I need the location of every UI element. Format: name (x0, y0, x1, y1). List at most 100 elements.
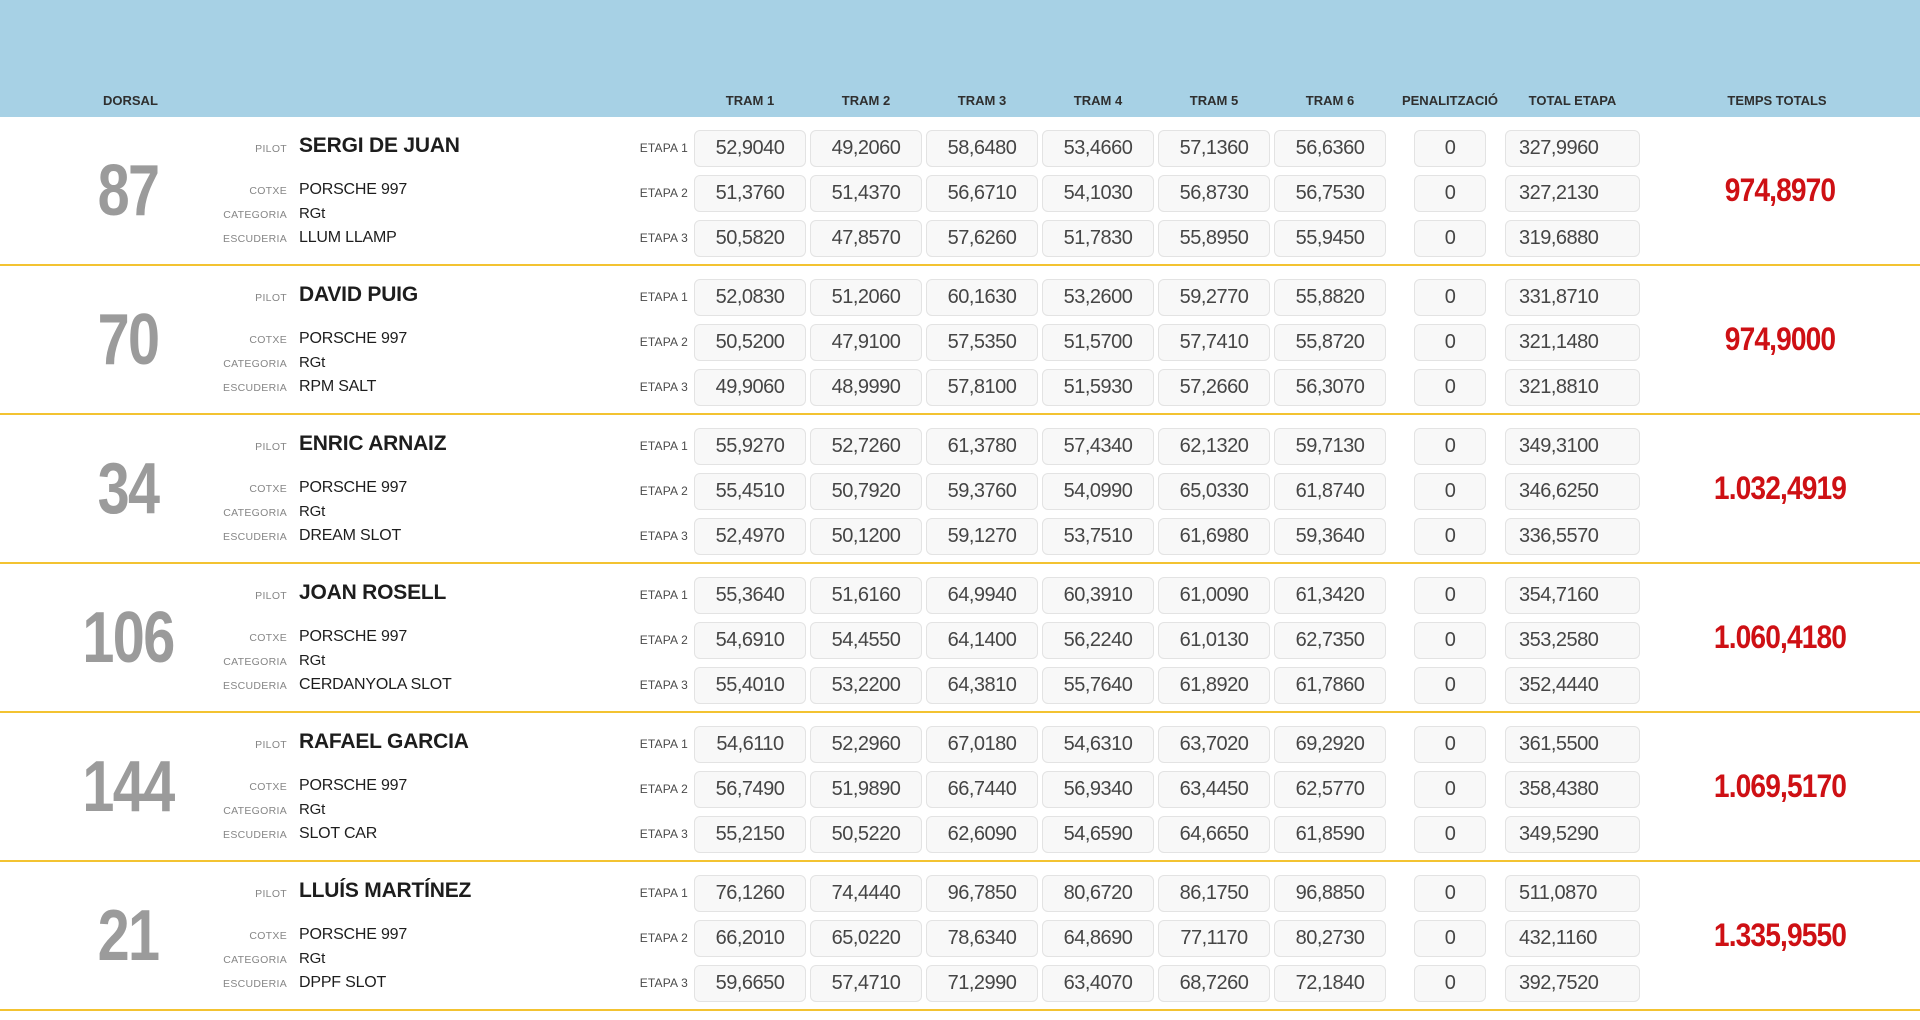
tram-6-time: 61,8590 (1274, 816, 1386, 853)
tram-4-time: 54,6590 (1042, 816, 1154, 853)
total-etapa-value: 361,5500 (1505, 726, 1640, 763)
penalty-value: 0 (1414, 130, 1486, 167)
etapa-1-row: ETAPA 1 55,9270 52,7260 61,3780 57,4340 … (0, 428, 1920, 465)
temps-totals-value: 974,8970 (1724, 172, 1836, 208)
competitor-row: 70 PILOT DAVID PUIG COTXE PORSCHE 997 CA… (0, 266, 1920, 415)
pilot-label: PILOT (255, 739, 287, 751)
cotxe-label: COTXE (249, 632, 287, 644)
escuderia-line: ESCUDERIA SLOT CAR (0, 825, 690, 843)
escuderia-value: LLUM LLAMP (299, 229, 397, 246)
total-etapa-value: 331,8710 (1505, 279, 1640, 316)
tram-2-time: 57,4710 (810, 965, 922, 1002)
escuderia-line: ESCUDERIA DREAM SLOT (0, 527, 690, 545)
dorsal-number: 87 (97, 150, 160, 231)
etapa-1-row: ETAPA 1 55,3640 51,6160 64,9940 60,3910 … (0, 577, 1920, 614)
cotxe-label: COTXE (249, 185, 287, 197)
table-header: DORSAL TRAM 1 TRAM 2 TRAM 3 TRAM 4 TRAM … (0, 0, 1920, 117)
penalty-value: 0 (1414, 175, 1486, 212)
competitor-row: 87 PILOT SERGI DE JUAN COTXE PORSCHE 997… (0, 117, 1920, 266)
temps-totals-value: 1.060,4180 (1713, 619, 1847, 655)
tram-5-time: 77,1170 (1158, 920, 1270, 957)
total-etapa-value: 336,5570 (1505, 518, 1640, 555)
etapa-2-label: ETAPA 2 (639, 335, 688, 349)
escuderia-value: DPPF SLOT (299, 974, 387, 991)
tram-3-time: 57,6260 (926, 220, 1038, 257)
escuderia-value: DREAM SLOT (299, 527, 402, 544)
dorsal-number: 34 (97, 448, 160, 529)
etapa-2-label: ETAPA 2 (639, 484, 688, 498)
competitor-row: 34 PILOT ENRIC ARNAIZ COTXE PORSCHE 997 … (0, 415, 1920, 564)
tram-1-time: 55,3640 (694, 577, 806, 614)
escuderia-label: ESCUDERIA (223, 233, 287, 245)
pilot-line: PILOT SERGI DE JUAN (0, 134, 690, 158)
cotxe-line: COTXE PORSCHE 997 (0, 330, 690, 348)
tram-6-time: 61,8740 (1274, 473, 1386, 510)
etapa-2-label: ETAPA 2 (639, 186, 688, 200)
column-header-tram-2: TRAM 2 (841, 93, 891, 108)
etapa-1-label: ETAPA 1 (639, 588, 688, 602)
pilot-label: PILOT (255, 143, 287, 155)
tram-5-time: 56,8730 (1158, 175, 1270, 212)
penalty-value: 0 (1414, 428, 1486, 465)
tram-3-time: 64,9940 (926, 577, 1038, 614)
total-etapa-value: 392,7520 (1505, 965, 1640, 1002)
tram-2-time: 50,7920 (810, 473, 922, 510)
escuderia-label: ESCUDERIA (223, 978, 287, 990)
tram-4-time: 51,7830 (1042, 220, 1154, 257)
pilot-label: PILOT (255, 292, 287, 304)
tram-1-time: 76,1260 (694, 875, 806, 912)
cotxe-line: COTXE PORSCHE 997 (0, 479, 690, 497)
tram-2-time: 52,7260 (810, 428, 922, 465)
etapa-3-label: ETAPA 3 (639, 827, 688, 841)
tram-5-time: 65,0330 (1158, 473, 1270, 510)
tram-1-time: 55,4510 (694, 473, 806, 510)
tram-3-time: 59,3760 (926, 473, 1038, 510)
categoria-line: CATEGORIA RGt (0, 503, 690, 520)
tram-4-time: 53,2600 (1042, 279, 1154, 316)
tram-3-time: 57,5350 (926, 324, 1038, 361)
etapa-2-label: ETAPA 2 (639, 782, 688, 796)
etapa-3-row: ETAPA 3 49,9060 48,9990 57,8100 51,5930 … (0, 369, 1920, 406)
escuderia-label: ESCUDERIA (223, 382, 287, 394)
tram-1-time: 59,6650 (694, 965, 806, 1002)
penalty-value: 0 (1414, 473, 1486, 510)
tram-5-time: 57,1360 (1158, 130, 1270, 167)
categoria-line: CATEGORIA RGt (0, 801, 690, 818)
etapa-2-row: ETAPA 2 55,4510 50,7920 59,3760 54,0990 … (0, 473, 1920, 510)
dorsal-number: 144 (82, 746, 175, 827)
tram-4-time: 51,5700 (1042, 324, 1154, 361)
etapa-1-row: ETAPA 1 54,6110 52,2960 67,0180 54,6310 … (0, 726, 1920, 763)
column-header-dorsal: DORSAL (103, 93, 158, 108)
tram-3-time: 60,1630 (926, 279, 1038, 316)
penalty-value: 0 (1414, 875, 1486, 912)
total-etapa-value: 346,6250 (1505, 473, 1640, 510)
tram-1-time: 54,6910 (694, 622, 806, 659)
total-etapa-value: 327,9960 (1505, 130, 1640, 167)
tram-4-time: 53,7510 (1042, 518, 1154, 555)
penalty-value: 0 (1414, 324, 1486, 361)
pilot-line: PILOT JOAN ROSELL (0, 581, 690, 605)
tram-6-time: 62,5770 (1274, 771, 1386, 808)
categoria-label: CATEGORIA (223, 358, 287, 370)
tram-1-time: 56,7490 (694, 771, 806, 808)
tram-2-time: 48,9990 (810, 369, 922, 406)
etapa-2-row: ETAPA 2 56,7490 51,9890 66,7440 56,9340 … (0, 771, 1920, 808)
pilot-line: PILOT DAVID PUIG (0, 283, 690, 307)
tram-4-time: 56,2240 (1042, 622, 1154, 659)
tram-1-time: 52,4970 (694, 518, 806, 555)
etapa-3-label: ETAPA 3 (639, 231, 688, 245)
tram-3-time: 64,3810 (926, 667, 1038, 704)
temps-totals-value: 974,9000 (1724, 321, 1836, 357)
categoria-label: CATEGORIA (223, 209, 287, 221)
competitor-row: 21 PILOT LLUÍS MARTÍNEZ COTXE PORSCHE 99… (0, 862, 1920, 1011)
total-etapa-value: 352,4440 (1505, 667, 1640, 704)
escuderia-line: ESCUDERIA CERDANYOLA SLOT (0, 676, 690, 694)
etapa-1-row: ETAPA 1 76,1260 74,4440 96,7850 80,6720 … (0, 875, 1920, 912)
dorsal-number: 21 (97, 895, 160, 976)
tram-3-time: 59,1270 (926, 518, 1038, 555)
penalty-value: 0 (1414, 920, 1486, 957)
tram-4-time: 51,5930 (1042, 369, 1154, 406)
column-header-tram-4: TRAM 4 (1073, 93, 1123, 108)
tram-6-time: 62,7350 (1274, 622, 1386, 659)
